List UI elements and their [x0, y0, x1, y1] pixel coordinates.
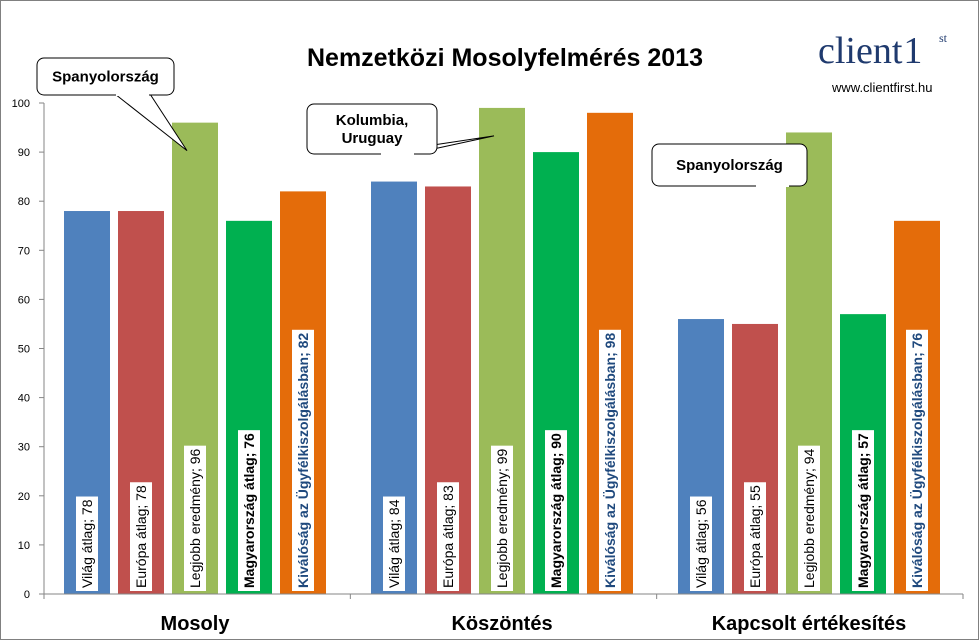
y-tick-label: 80: [18, 196, 30, 208]
x-category-label: Köszöntés: [451, 613, 552, 635]
logo-superscript-suffix: st: [939, 31, 948, 45]
data-label-text: Kiválóság az Ügyfélkiszolgálásban; 98: [602, 333, 618, 588]
callout-seam: [756, 183, 789, 187]
data-label-text: Legjobb eredmény; 94: [801, 448, 817, 588]
chart-title: Nemzetközi Mosolyfelmérés 2013: [307, 44, 703, 72]
logo-url: www.clientfirst.hu: [831, 80, 932, 95]
callout-text: Spanyolország: [676, 157, 783, 174]
data-label-kivalosag: Kiválóság az Ügyfélkiszolgálásban; 76: [906, 330, 928, 591]
y-tick-label: 100: [12, 98, 30, 110]
data-label-vilag: Világ átlag; 78: [76, 497, 98, 591]
data-label-legjobb: Legjobb eredmény; 96: [184, 446, 206, 591]
x-category-label: Kapcsolt értékesítés: [712, 613, 907, 635]
y-tick-label: 20: [18, 491, 30, 503]
data-label-text: Kiválóság az Ügyfélkiszolgálásban; 76: [909, 333, 925, 588]
data-label-kivalosag: Kiválóság az Ügyfélkiszolgálásban; 98: [599, 330, 621, 591]
data-label-text: Magyarország átlag; 90: [548, 433, 564, 588]
logo-brand: client: [818, 30, 903, 72]
callout-seam: [116, 92, 149, 96]
data-label-magyar: Magyarország átlag; 57: [852, 430, 874, 591]
data-label-magyar: Magyarország átlag; 90: [545, 430, 567, 591]
data-label-text: Európa átlag; 78: [133, 485, 149, 588]
data-label-vilag: Világ átlag; 56: [690, 497, 712, 591]
callout-text: Spanyolország: [52, 69, 159, 86]
y-tick-label: 10: [18, 540, 30, 552]
x-category-label: Mosoly: [161, 613, 231, 635]
svg-text:client1: client1: [818, 30, 922, 72]
data-label-text: Világ átlag; 56: [693, 499, 709, 588]
data-label-legjobb: Legjobb eredmény; 94: [798, 446, 820, 591]
y-tick-label: 70: [18, 245, 30, 257]
data-label-text: Világ átlag; 84: [386, 499, 402, 588]
data-label-vilag: Világ átlag; 84: [383, 497, 405, 591]
data-label-text: Európa átlag; 55: [747, 485, 763, 588]
data-label-text: Magyarország átlag; 76: [241, 433, 257, 588]
data-label-europa: Európa átlag; 55: [744, 482, 766, 591]
y-tick-label: 90: [18, 147, 30, 159]
data-label-text: Magyarország átlag; 57: [855, 433, 871, 588]
logo-superscript: 1: [903, 30, 922, 72]
data-label-text: Legjobb eredmény; 99: [494, 448, 510, 588]
y-tick-label: 30: [18, 442, 30, 454]
callout-text: Kolumbia,: [336, 112, 409, 129]
data-label-kivalosag: Kiválóság az Ügyfélkiszolgálásban; 82: [292, 330, 314, 591]
callout-text: Uruguay: [342, 130, 404, 147]
y-tick-label: 0: [24, 589, 30, 601]
bars: Világ átlag; 78 Világ átlag; 84 Világ átla…: [64, 108, 940, 594]
y-tick-label: 40: [18, 393, 30, 405]
callout-seam: [381, 151, 414, 155]
data-label-europa: Európa átlag; 83: [437, 482, 459, 591]
data-label-legjobb: Legjobb eredmény; 99: [491, 446, 513, 591]
data-label-europa: Európa átlag; 78: [130, 482, 152, 591]
y-tick-label: 60: [18, 294, 30, 306]
callout: Spanyolország: [652, 144, 807, 187]
y-tick-label: 50: [18, 344, 30, 356]
data-label-text: Legjobb eredmény; 96: [187, 448, 203, 588]
data-label-magyar: Magyarország átlag; 76: [238, 430, 260, 591]
data-label-text: Kiválóság az Ügyfélkiszolgálásban; 82: [295, 333, 311, 588]
data-label-text: Világ átlag; 78: [79, 499, 95, 588]
data-label-text: Európa átlag; 83: [440, 485, 456, 588]
